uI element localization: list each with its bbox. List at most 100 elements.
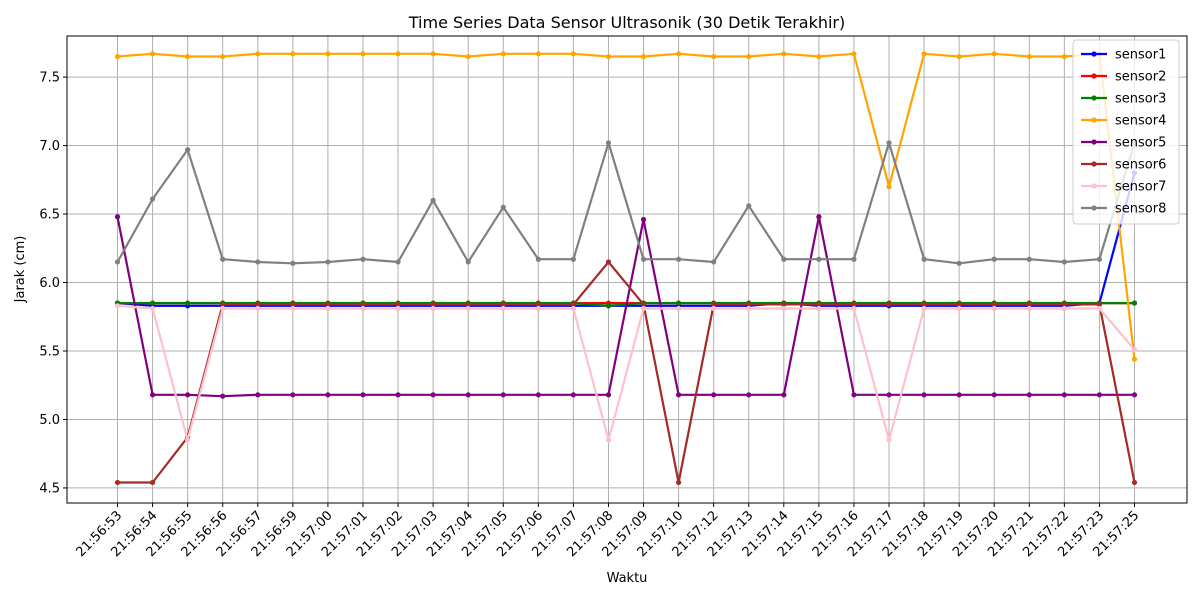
data-point-sensor7 (430, 305, 436, 312)
legend-label: sensor2 (1115, 70, 1166, 85)
legend-item-sensor7: sensor7 (1081, 180, 1166, 195)
data-point-sensor5 (220, 393, 226, 399)
data-point-sensor6 (1061, 301, 1067, 308)
data-point-sensor8 (290, 260, 296, 266)
series-sensor7 (114, 303, 1138, 443)
data-point-sensor4 (921, 51, 927, 57)
data-point-sensor8 (395, 259, 401, 265)
chart-title: Time Series Data Sensor Ultrasonik (30 D… (408, 13, 846, 32)
series-sensor4 (114, 51, 1138, 362)
series-line-sensor8 (116, 141, 1136, 265)
data-point-sensor6 (220, 301, 226, 308)
data-point-sensor8 (886, 140, 892, 146)
data-point-sensor6 (746, 301, 752, 308)
data-point-sensor4 (1026, 53, 1032, 60)
series-sensor8 (114, 140, 1138, 266)
data-point-sensor6 (711, 301, 717, 308)
y-tick-label: 4.5 (39, 481, 60, 496)
data-point-sensor7 (781, 305, 787, 312)
data-point-sensor4 (851, 51, 857, 57)
data-point-sensor4 (605, 53, 612, 60)
data-point-sensor4 (290, 51, 296, 57)
data-point-sensor5 (1026, 392, 1032, 398)
data-point-sensor6 (500, 301, 506, 308)
x-axis-label: Waktu (607, 571, 648, 586)
y-axis-label: Jarak (cm) (13, 236, 28, 304)
data-point-sensor5 (676, 392, 682, 398)
data-point-sensor4 (886, 184, 892, 190)
data-point-sensor8 (676, 256, 682, 262)
data-point-sensor8 (185, 147, 191, 153)
series-line-sensor6 (117, 260, 1136, 484)
legend-label: sensor1 (1115, 48, 1166, 63)
data-point-sensor8 (325, 259, 331, 265)
data-point-sensor8 (535, 256, 541, 262)
data-point-sensor8 (711, 259, 717, 265)
legend-label: sensor4 (1115, 114, 1166, 129)
data-point-sensor5 (1096, 392, 1103, 398)
data-point-sensor6 (781, 301, 787, 308)
data-point-sensor5 (711, 392, 717, 398)
data-point-sensor7 (711, 305, 717, 312)
data-point-sensor4 (640, 53, 647, 60)
data-point-sensor8 (149, 196, 156, 202)
data-point-sensor8 (500, 204, 506, 210)
data-point-sensor4 (991, 51, 997, 57)
data-point-sensor7 (185, 437, 191, 443)
data-point-sensor8 (851, 256, 857, 262)
data-point-sensor5 (991, 392, 997, 398)
data-point-sensor3 (676, 300, 682, 306)
data-point-sensor3 (605, 303, 612, 309)
legend-marker (1091, 205, 1097, 211)
data-point-sensor5 (395, 392, 401, 398)
data-point-sensor7 (676, 305, 682, 312)
legend-label: sensor5 (1115, 136, 1166, 151)
data-point-sensor5 (640, 216, 647, 223)
data-point-sensor7 (465, 305, 471, 312)
data-point-sensor6 (325, 301, 331, 308)
series-line-sensor4 (117, 52, 1136, 360)
data-point-sensor7 (220, 305, 226, 312)
data-point-sensor6 (535, 301, 541, 308)
data-point-sensor8 (1061, 259, 1067, 265)
legend-label: sensor8 (1115, 202, 1166, 217)
data-point-sensor3 (1131, 300, 1138, 306)
data-point-sensor7 (395, 305, 401, 312)
data-point-sensor7 (570, 305, 576, 312)
data-point-sensor4 (149, 51, 156, 57)
legend-label: sensor3 (1115, 92, 1166, 107)
series-line-sensor7 (117, 304, 1136, 442)
data-point-sensor8 (114, 259, 121, 265)
plot-area-frame (66, 35, 1188, 504)
data-point-sensor6 (991, 301, 997, 308)
data-point-sensor4 (395, 51, 401, 57)
data-point-sensor5 (500, 392, 506, 398)
data-point-sensor4 (500, 51, 506, 57)
y-tick-label: 7.5 (39, 71, 60, 86)
grid-lines (67, 36, 1187, 503)
data-point-sensor7 (535, 305, 541, 312)
data-point-sensor8 (570, 256, 576, 262)
data-point-sensor4 (1061, 53, 1067, 60)
data-point-sensor7 (290, 305, 296, 312)
legend-label: sensor7 (1115, 180, 1166, 195)
data-point-sensor7 (1131, 347, 1138, 353)
data-point-sensor7 (851, 305, 857, 312)
data-point-sensor7 (921, 305, 927, 312)
data-point-sensor4 (114, 53, 121, 60)
data-point-sensor5 (921, 392, 927, 398)
data-point-sensor6 (255, 301, 261, 308)
data-point-sensor8 (1096, 256, 1103, 262)
data-point-sensor7 (1061, 305, 1067, 312)
data-point-sensor8 (921, 256, 927, 262)
data-point-sensor6 (851, 301, 857, 308)
data-point-sensor8 (640, 256, 647, 262)
data-point-sensor5 (185, 392, 191, 398)
data-point-sensor5 (605, 392, 612, 398)
data-point-sensor5 (114, 214, 121, 220)
data-point-sensor5 (325, 392, 331, 398)
data-point-sensor5 (781, 392, 787, 398)
data-point-sensor6 (816, 301, 822, 308)
legend-item-sensor1: sensor1 (1081, 48, 1166, 63)
